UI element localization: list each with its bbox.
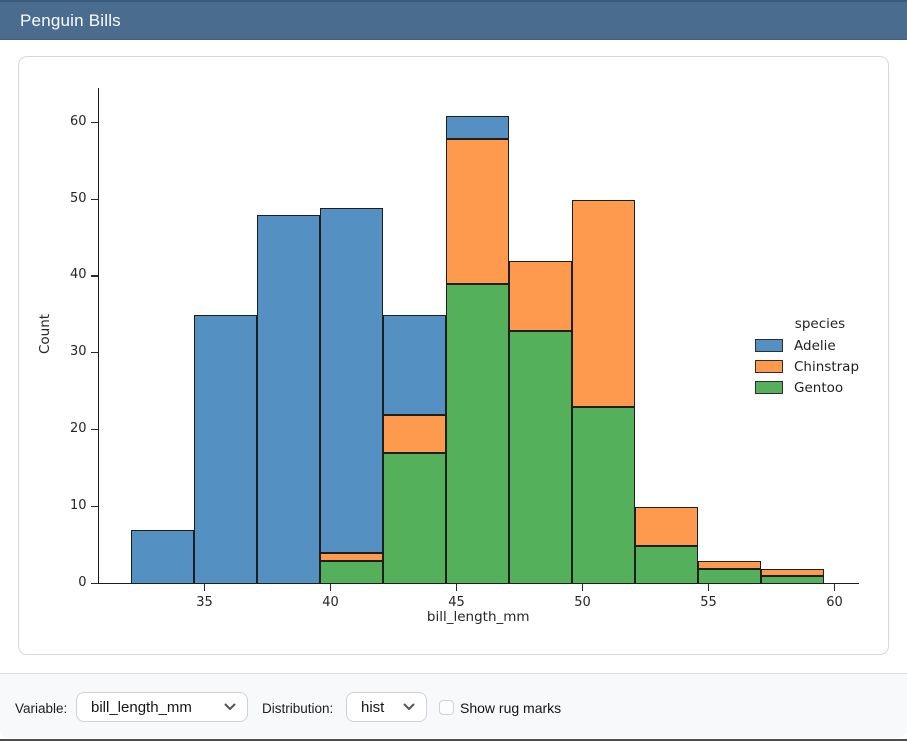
- hist-segment-chinstrap: [445, 138, 509, 285]
- y-tick-label: 50: [69, 190, 87, 206]
- hist-segment-adelie: [445, 115, 509, 139]
- x-tick-label: 55: [700, 594, 717, 610]
- app-title: Penguin Bills: [20, 10, 121, 30]
- hist-segment-chinstrap: [634, 507, 698, 546]
- legend-label: Adelie: [794, 338, 836, 354]
- window-bottom-edge: [0, 739, 907, 741]
- hist-segment-adelie: [193, 315, 257, 584]
- legend-entry-chinstrap: Chinstrap: [755, 358, 885, 375]
- y-axis-title: Count: [37, 314, 53, 355]
- x-tick-label: 50: [574, 594, 591, 610]
- x-tick-mark: [204, 584, 206, 591]
- chart-legend: species Adelie Chinstrap Gentoo: [755, 316, 885, 401]
- x-tick-mark: [708, 584, 710, 591]
- plot-card: 35 40 45 50 55 60 0 10 20 30 40 50 60 bill_length_mm C…: [18, 56, 889, 655]
- hist-segment-gentoo: [697, 568, 761, 584]
- distribution-select-value: hist: [361, 698, 385, 716]
- x-tick-mark: [834, 584, 836, 591]
- hist-segment-adelie: [130, 530, 194, 584]
- controls-bar: Variable: bill_length_mm Distribution: h…: [0, 673, 907, 738]
- hist-segment-gentoo: [319, 560, 383, 584]
- y-tick-mark: [90, 428, 98, 431]
- y-tick-mark: [90, 121, 98, 123]
- variable-select-value: bill_length_mm: [91, 698, 192, 716]
- chevron-down-icon: [403, 703, 415, 710]
- y-tick-label: 30: [69, 344, 87, 360]
- hist-segment-chinstrap: [319, 553, 383, 561]
- distribution-label: Distribution:: [262, 701, 334, 716]
- rug-checkbox[interactable]: [439, 700, 454, 715]
- y-tick-label: 10: [69, 497, 87, 513]
- y-axis-spine: [97, 88, 99, 584]
- x-tick-mark: [456, 584, 458, 591]
- variable-select[interactable]: bill_length_mm: [76, 692, 248, 722]
- hist-segment-gentoo: [508, 330, 572, 584]
- y-tick-label: 40: [69, 267, 87, 283]
- hist-segment-gentoo: [445, 284, 509, 584]
- legend-swatch-adelie: [755, 339, 783, 352]
- y-tick-mark: [90, 198, 98, 200]
- hist-segment-gentoo: [382, 453, 446, 584]
- legend-swatch-gentoo: [755, 380, 783, 394]
- legend-entry-adelie: Adelie: [755, 338, 885, 354]
- x-tick-label: 35: [196, 594, 213, 610]
- x-tick-label: 60: [826, 594, 843, 610]
- hist-segment-chinstrap: [571, 200, 635, 408]
- x-tick-label: 45: [448, 594, 465, 610]
- hist-segment-gentoo: [634, 545, 698, 584]
- hist-segment-chinstrap: [697, 560, 761, 569]
- legend-swatch-chinstrap: [755, 359, 783, 373]
- y-tick-mark: [90, 505, 98, 507]
- x-tick-mark: [330, 584, 332, 591]
- hist-segment-chinstrap: [508, 261, 572, 331]
- rug-checkbox-label: Show rug marks: [460, 700, 562, 716]
- legend-label: Chinstrap: [794, 358, 860, 375]
- hist-segment-chinstrap: [760, 568, 824, 577]
- x-axis-title: bill_length_mm: [426, 608, 530, 625]
- y-tick-mark: [90, 582, 98, 584]
- hist-segment-adelie: [256, 215, 320, 584]
- y-tick-mark: [90, 352, 98, 354]
- legend-label: Gentoo: [794, 379, 844, 396]
- distribution-select[interactable]: hist: [346, 692, 427, 722]
- legend-entry-gentoo: Gentoo: [755, 379, 885, 396]
- y-tick-label: 0: [78, 574, 87, 590]
- chevron-down-icon: [224, 703, 236, 710]
- x-tick-mark: [582, 584, 584, 591]
- hist-segment-adelie: [382, 315, 446, 416]
- x-tick-label: 40: [322, 594, 339, 610]
- hist-segment-gentoo: [760, 576, 824, 584]
- hist-segment-adelie: [319, 207, 383, 554]
- y-tick-mark: [90, 275, 98, 277]
- y-tick-label: 60: [69, 113, 87, 129]
- y-tick-label: 20: [69, 420, 87, 436]
- hist-segment-chinstrap: [382, 415, 446, 454]
- navbar: Penguin Bills: [0, 0, 907, 40]
- histogram-chart: 35 40 45 50 55 60 0 10 20 30 40 50 60 bill_length_mm C…: [19, 57, 888, 654]
- hist-segment-gentoo: [571, 407, 635, 584]
- legend-title: species: [794, 316, 846, 332]
- variable-label: Variable:: [15, 701, 68, 716]
